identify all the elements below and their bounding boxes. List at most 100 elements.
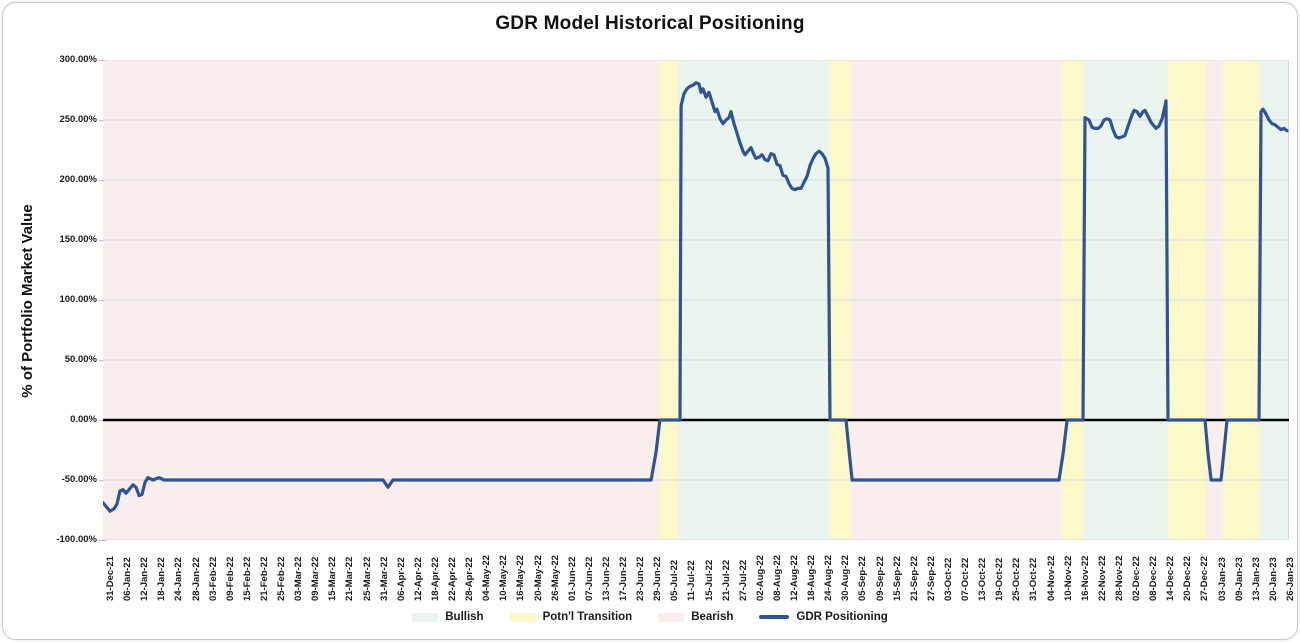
y-tick-mark	[99, 480, 106, 481]
x-tick-label: 19-Oct-22	[994, 557, 1006, 601]
x-tick-label: 25-Oct-22	[1011, 557, 1023, 601]
x-tick-label: 27-Sep-22	[925, 556, 937, 601]
x-tick-label: 14-Dec-22	[1165, 556, 1177, 601]
legend-label: Bullish	[445, 611, 484, 623]
x-tick-label: 18-Jan-22	[156, 557, 168, 601]
legend-label: Potn'l Transition	[542, 611, 633, 623]
x-tick-label: 21-Mar-22	[344, 556, 356, 601]
y-tick-mark	[99, 120, 106, 121]
x-tick-label: 24-Jan-22	[173, 557, 185, 601]
x-tick-label: 27-Jul-22	[737, 559, 749, 601]
x-tick-label: 09-Jan-23	[1233, 557, 1245, 601]
x-tick-label: 12-Apr-22	[412, 557, 424, 601]
x-tick-label: 13-Oct-22	[977, 557, 989, 601]
x-tick-label: 28-Apr-22	[464, 557, 476, 601]
x-tick-label: 31-Oct-22	[1028, 557, 1040, 601]
x-tick-label: 18-Aug-22	[806, 555, 818, 601]
y-tick-mark	[99, 540, 106, 541]
x-tick-label: 20-May-22	[532, 555, 544, 601]
y-tick-mark	[99, 180, 106, 181]
y-tick-mark	[99, 300, 106, 301]
x-tick-label: 21-Feb-22	[258, 556, 270, 601]
legend-color-swatch-icon	[658, 612, 685, 622]
y-tick-mark	[99, 420, 106, 421]
x-tick-label: 06-Jan-22	[122, 557, 134, 601]
x-tick-label: 15-Feb-22	[241, 556, 253, 601]
legend-line-swatch-icon	[759, 615, 790, 619]
x-tick-label: 26-May-22	[549, 555, 561, 601]
x-tick-label: 27-Dec-22	[1199, 556, 1211, 601]
gdr-positioning-line	[101, 81, 1289, 513]
x-tick-label: 30-Aug-22	[840, 555, 852, 601]
x-tick-label: 05-Sep-22	[857, 556, 869, 601]
x-tick-label: 15-Mar-22	[327, 556, 339, 601]
plot-area	[101, 59, 1289, 541]
x-tick-label: 17-Jun-22	[618, 556, 630, 601]
y-tick-label: -50.00%	[61, 474, 97, 485]
x-tick-label: 12-Jan-22	[139, 557, 151, 601]
legend-label: Bearish	[691, 611, 734, 623]
chart-canvas	[101, 59, 1289, 541]
y-tick-label: 100.00%	[59, 294, 97, 305]
x-tick-label: 02-Dec-22	[1131, 556, 1143, 601]
y-tick-label: 300.00%	[59, 54, 97, 65]
chart-title: GDR Model Historical Positioning	[495, 13, 805, 34]
x-tick-label: 09-Mar-22	[310, 556, 322, 601]
x-tick-label: 15-Sep-22	[891, 556, 903, 601]
x-tick-label: 03-Jan-23	[1216, 557, 1228, 601]
x-tick-label: 13-Jan-23	[1250, 557, 1262, 601]
x-tick-label: 04-May-22	[481, 555, 493, 601]
legend-item-bearish: Bearish	[658, 611, 733, 623]
x-tick-label: 20-Jan-23	[1267, 557, 1279, 601]
x-tick-label: 12-Aug-22	[789, 555, 801, 601]
legend-label: GDR Positioning	[796, 611, 888, 623]
x-tick-label: 18-Apr-22	[429, 557, 441, 601]
x-tick-label: 03-Mar-22	[293, 556, 305, 601]
y-tick-label: 250.00%	[59, 114, 97, 125]
y-tick-mark	[99, 360, 106, 361]
y-tick-label: 150.00%	[59, 234, 97, 245]
x-tick-label: 21-Sep-22	[908, 556, 920, 601]
x-tick-label: 21-Jul-22	[720, 559, 732, 601]
legend: Bullish Potn'l Transition Bearish GDR Posit…	[3, 611, 1297, 623]
x-tick-label: 05-Jul-22	[669, 559, 681, 601]
x-tick-label: 22-Nov-22	[1096, 555, 1108, 601]
x-tick-label: 29-Jun-22	[652, 556, 664, 601]
legend-item-bullish: Bullish	[412, 611, 484, 623]
x-tick-label: 16-Nov-22	[1079, 555, 1091, 601]
legend-color-swatch-icon	[412, 612, 439, 622]
x-tick-label: 03-Feb-22	[207, 556, 219, 601]
x-tick-label: 04-Nov-22	[1045, 555, 1057, 601]
x-tick-label: 06-Apr-22	[395, 557, 407, 601]
y-tick-mark	[99, 60, 106, 61]
x-tick-label: 20-Dec-22	[1182, 556, 1194, 601]
x-tick-label: 08-Aug-22	[771, 555, 783, 601]
y-tick-label: 0.00%	[70, 414, 97, 425]
x-tick-label: 15-Jul-22	[703, 559, 715, 601]
y-tick-label: 200.00%	[59, 174, 97, 185]
x-tick-label: 11-Jul-22	[686, 560, 698, 601]
x-tick-label: 31-Mar-22	[378, 556, 390, 601]
y-tick-mark	[99, 240, 106, 241]
legend-item-potn-l-transition: Potn'l Transition	[509, 611, 633, 623]
x-tick-label: 10-Nov-22	[1062, 555, 1074, 601]
x-tick-label: 26-Jan-23	[1285, 557, 1296, 601]
x-tick-label: 13-Jun-22	[600, 556, 612, 601]
x-tick-label: 25-Feb-22	[276, 556, 287, 601]
x-tick-label: 28-Nov-22	[1113, 555, 1125, 601]
x-tick-label: 03-Oct-22	[942, 557, 954, 601]
x-tick-label: 09-Sep-22	[874, 556, 886, 601]
x-tick-label: 01-Jun-22	[566, 556, 578, 601]
x-tick-label: 24-Aug-22	[823, 555, 835, 601]
x-tick-label: 16-May-22	[515, 555, 527, 601]
x-tick-label: 31-Dec-21	[105, 556, 116, 601]
legend-color-swatch-icon	[509, 612, 536, 622]
x-tick-label: 22-Apr-22	[447, 557, 459, 601]
x-tick-label: 02-Aug-22	[754, 555, 766, 601]
x-tick-label: 08-Dec-22	[1148, 556, 1160, 601]
x-tick-label: 28-Jan-22	[190, 557, 202, 601]
legend-item-gdr-positioning: GDR Positioning	[759, 611, 888, 623]
y-tick-label: 50.00%	[64, 354, 97, 365]
y-tick-label: -100.00%	[56, 534, 97, 545]
